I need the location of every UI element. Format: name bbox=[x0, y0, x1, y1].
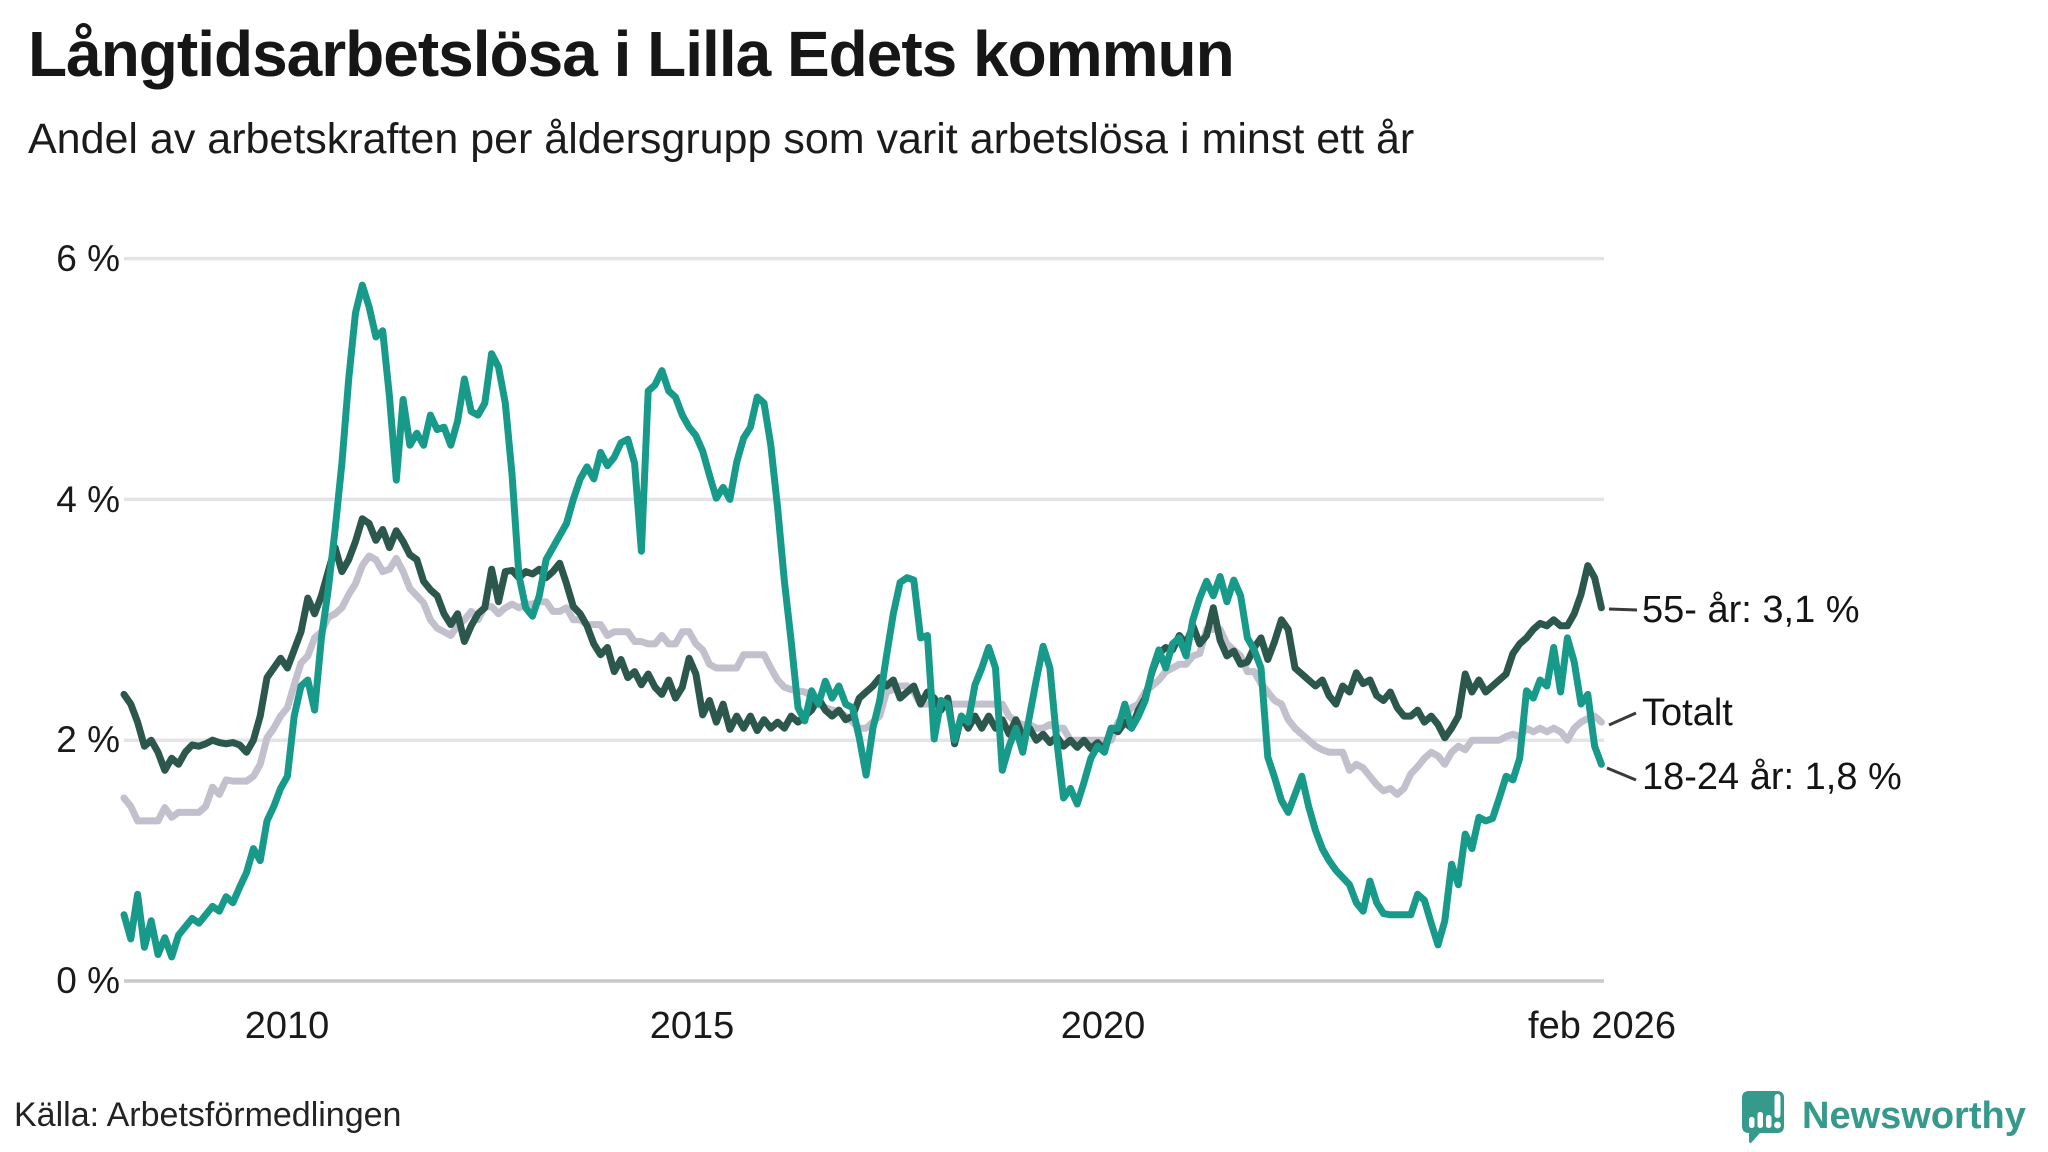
series-label-55-ar: 55- år: 3,1 % bbox=[1642, 589, 1860, 631]
newsworthy-logo[interactable]: Newsworthy bbox=[1738, 1088, 2026, 1144]
series-label-18-24-ar: 18-24 år: 1,8 % bbox=[1642, 756, 1902, 798]
x-tick-2015: 2015 bbox=[649, 1005, 735, 1047]
y-tick-2: 2 % bbox=[56, 719, 120, 760]
x-tick-2010: 2010 bbox=[244, 1005, 330, 1047]
y-tick-6: 6 % bbox=[56, 238, 120, 279]
page-title: Långtidsarbetslösa i Lilla Edets kommun bbox=[28, 18, 1235, 90]
y-tick-0: 0 % bbox=[56, 960, 120, 1001]
x-tick-feb2026: feb 2026 bbox=[1528, 1005, 1676, 1047]
connector-18-24-ar bbox=[1606, 766, 1637, 782]
connector-totalt bbox=[1608, 711, 1637, 727]
series-line-totalt bbox=[120, 552, 1605, 825]
y-tick-4: 4 % bbox=[56, 479, 120, 520]
chart-subtitle: Andel av arbetskraften per åldersgrupp s… bbox=[28, 115, 1415, 163]
series-line-18-24-r bbox=[120, 281, 1605, 961]
newsworthy-logo-text: Newsworthy bbox=[1802, 1094, 2026, 1137]
series-line-55-r bbox=[120, 515, 1605, 774]
bar-chart-speech-bubble-icon bbox=[1738, 1088, 1788, 1144]
connector-55-ar bbox=[1608, 607, 1638, 612]
x-tick-2020: 2020 bbox=[1060, 1005, 1146, 1047]
source-note: Källa: Arbetsförmedlingen bbox=[14, 1096, 402, 1134]
series-label-totalt: Totalt bbox=[1642, 692, 1733, 734]
